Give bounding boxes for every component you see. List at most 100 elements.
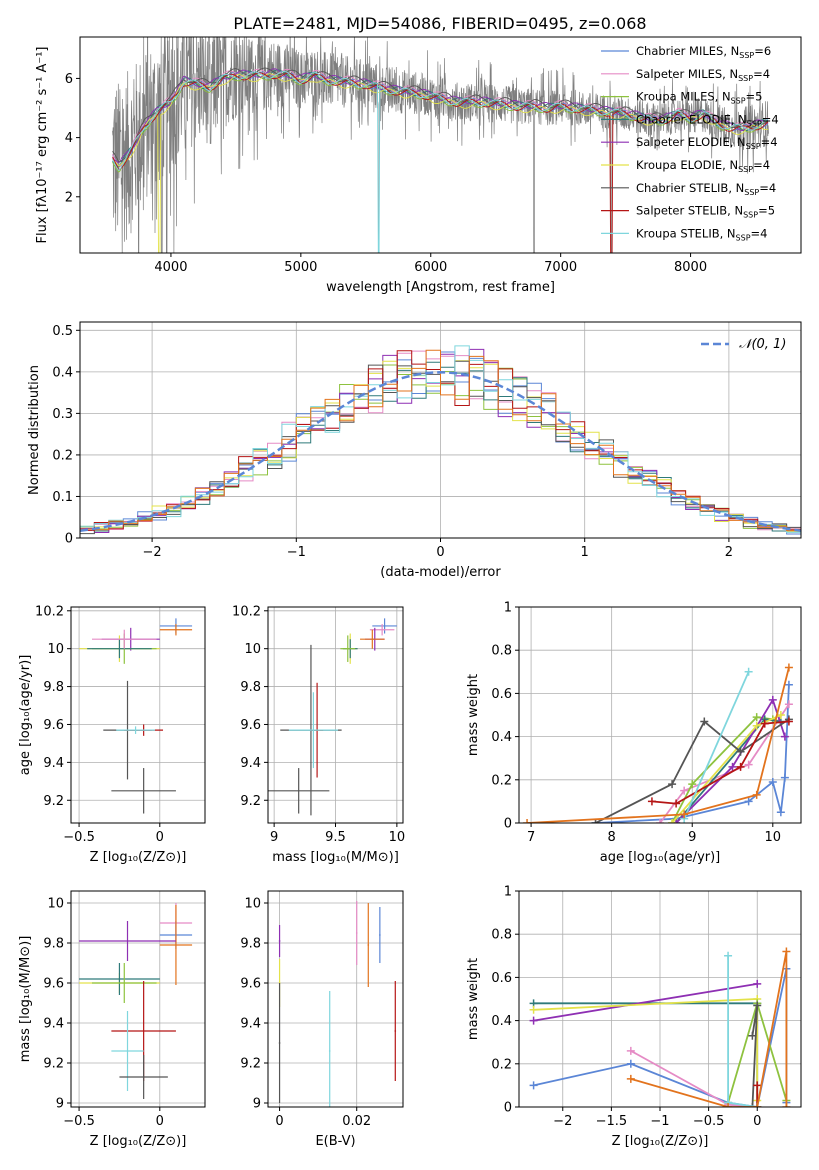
x-tick-label: −1	[287, 545, 306, 560]
y-axis-label: mass weight	[466, 674, 481, 756]
plus-marker	[529, 1081, 538, 1090]
y-tick-label: 9.4	[43, 1017, 64, 1032]
x-tick-label: 4000	[154, 260, 187, 275]
errorbar-point	[268, 768, 330, 814]
plus-marker	[529, 1005, 538, 1014]
x-tick-label: 7	[527, 830, 535, 845]
x-tick-label: −0.5	[63, 830, 95, 845]
errorbar-point	[288, 692, 338, 769]
series-line	[591, 715, 793, 823]
y-tick-label: 9.2	[43, 794, 64, 809]
legend-entry: Kroupa ELODIE, NSSP=4	[636, 158, 770, 174]
model-spectrum-line	[112, 71, 769, 253]
legend-value: =6	[754, 44, 771, 58]
legend-entry: Kroupa STELIB, NSSP=4	[636, 226, 767, 242]
plot-area-mass_vs_Z	[71, 891, 205, 1107]
axes-frame	[518, 606, 802, 824]
series-path	[630, 951, 788, 1107]
y-tick-label: 10.2	[35, 604, 64, 619]
plus-marker	[523, 819, 532, 823]
y-tick-label: 6	[65, 72, 73, 87]
plus-marker	[668, 819, 677, 823]
panel-age_vs_Z: −0.5 0 9.2 9.4 9.6 9.8 10 10.2 Z [log₁₀(Z/Z⊙)] ag…	[18, 604, 206, 865]
errorbar-point	[79, 921, 176, 961]
errorbar-point	[119, 1055, 168, 1099]
axes-frame	[267, 606, 404, 824]
legend-value: =4	[761, 135, 778, 149]
y-axis-label: mass weight	[466, 958, 481, 1040]
series-path	[659, 703, 790, 823]
plus-marker	[647, 797, 656, 806]
legend-label: Kroupa STELIB, N	[636, 226, 736, 240]
y-tick-label: 9.2	[43, 1057, 64, 1072]
plus-marker	[672, 819, 681, 823]
legend-label: Chabrier STELIB, N	[636, 181, 744, 195]
plus-marker	[753, 1103, 762, 1107]
data-spectrum-line	[112, 37, 769, 253]
x-tick-label: 0	[753, 1114, 761, 1129]
x-axis-label: Z [log₁₀(Z/Z⊙)]	[612, 1134, 709, 1149]
y-tick-label: 9	[56, 1097, 64, 1112]
series-line	[626, 947, 791, 1107]
legend-value: =5	[746, 90, 763, 104]
x-tick-label: 8000	[674, 260, 707, 275]
legend-subscript: SSP	[746, 142, 761, 151]
legend-entry: Chabrier ELODIE, NSSP=4	[636, 112, 779, 128]
legend-entry: 𝒩(0, 1)	[739, 337, 786, 352]
panel-spectrum: 4000 5000 6000 7000 8000 2 4 6 wavelength [Angst…	[35, 36, 802, 295]
plus-marker	[728, 762, 737, 771]
plus-marker	[700, 717, 709, 726]
x-tick-label: 0.02	[342, 1114, 371, 1129]
legend-subscript: SSP	[743, 211, 758, 220]
series-path	[533, 983, 758, 1022]
x-axis-label: age [log₁₀(age/yr)]	[600, 850, 721, 865]
x-tick-label: −1.5	[596, 1114, 628, 1129]
plus-marker	[753, 1001, 762, 1010]
x-tick-label: 9	[270, 830, 278, 845]
series-line	[668, 711, 785, 823]
y-tick-label: 9.8	[43, 937, 64, 952]
plus-marker	[724, 1103, 733, 1107]
series-line	[529, 979, 762, 1025]
normal-curve	[80, 371, 801, 532]
plus-marker	[752, 790, 761, 799]
x-axis-label: (data-model)/error	[380, 565, 501, 580]
series-line	[672, 695, 789, 823]
series-line	[748, 1001, 762, 1107]
axes-frame	[70, 890, 206, 1108]
y-tick-label: 0.6	[491, 687, 512, 702]
plus-marker	[784, 717, 793, 726]
plus-marker	[744, 760, 753, 769]
x-tick-label: −0.5	[63, 1114, 95, 1129]
plus-marker	[768, 695, 777, 704]
x-tick-label: −2	[143, 545, 162, 560]
plus-marker	[736, 747, 745, 756]
errorbar-point	[367, 903, 370, 987]
x-tick-label: 8	[608, 830, 616, 845]
errorbar-point	[91, 963, 157, 1003]
errorbar-point	[159, 905, 193, 985]
y-tick-label: 0.8	[491, 644, 512, 659]
y-tick-label: 1	[504, 601, 512, 616]
y-tick-label: 4	[65, 131, 73, 146]
plot-area-residuals	[80, 322, 801, 538]
plus-marker	[780, 732, 789, 741]
series-path	[533, 1002, 759, 1107]
legend-subscript: SSP	[738, 165, 753, 174]
plot-area-spectrum	[112, 37, 769, 253]
plus-marker	[784, 700, 793, 709]
series-path	[527, 667, 790, 823]
x-tick-label: 0	[275, 1114, 283, 1129]
y-tick-label: 10	[47, 642, 64, 657]
legend-subscript: SSP	[739, 51, 754, 60]
errorbar-point	[111, 768, 176, 814]
legend-label: Kroupa MILES, N	[636, 90, 731, 104]
plus-marker	[680, 810, 689, 819]
y-tick-label: 0.4	[491, 730, 512, 745]
legend-entry: Salpeter ELODIE, NSSP=4	[636, 135, 778, 151]
y-tick-label: 0	[504, 1101, 512, 1116]
y-tick-label: 0.3	[52, 407, 73, 422]
y-tick-label: 0	[65, 532, 73, 547]
y-tick-label: 9.8	[43, 680, 64, 695]
